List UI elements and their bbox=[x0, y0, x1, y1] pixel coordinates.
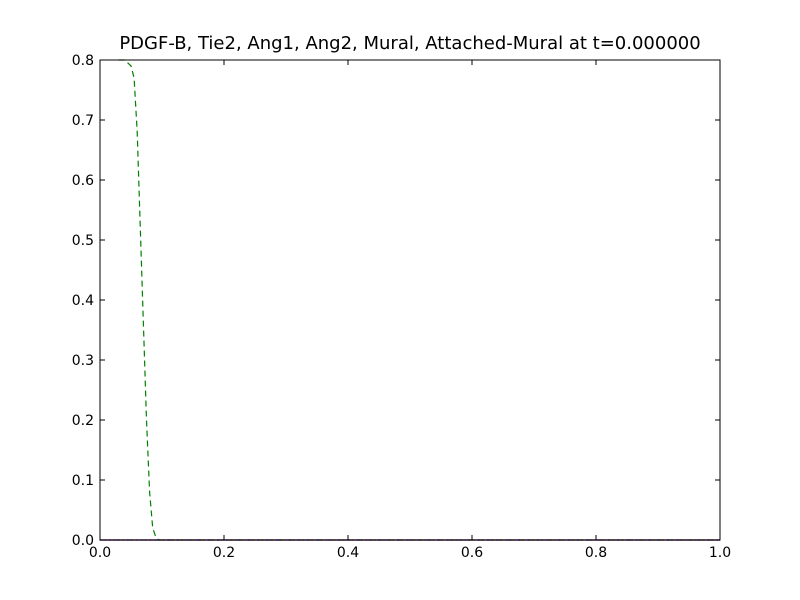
y-tick-label: 0.0 bbox=[72, 533, 94, 549]
x-tick-label: 0.6 bbox=[461, 545, 483, 561]
chart-title: PDGF-B, Tie2, Ang1, Ang2, Mural, Attache… bbox=[119, 33, 700, 54]
y-tick-label: 0.6 bbox=[72, 173, 94, 189]
y-tick-label: 0.5 bbox=[72, 233, 94, 249]
y-tick-label: 0.1 bbox=[72, 473, 94, 489]
ticks-layer: 0.0 0.2 0.4 0.6 0.8 1.0 0.0 0.1 0.2 0.3 0.4 0.5 0.6 0… bbox=[72, 53, 731, 561]
y-tick-label: 0.2 bbox=[72, 413, 94, 429]
plot-area bbox=[100, 59, 720, 541]
y-tick-label: 0.8 bbox=[72, 53, 94, 69]
x-tick-label: 0.4 bbox=[337, 545, 359, 561]
x-tick-label: 0.0 bbox=[89, 545, 111, 561]
x-tick-label: 0.8 bbox=[585, 545, 607, 561]
x-tick-label: 0.2 bbox=[213, 545, 235, 561]
y-tick-label: 0.4 bbox=[72, 293, 94, 309]
y-tick-label: 0.3 bbox=[72, 353, 94, 369]
y-tick-label: 0.7 bbox=[72, 113, 94, 129]
plot-background bbox=[100, 60, 720, 540]
plot-frame bbox=[99, 59, 721, 541]
x-tick-label: 1.0 bbox=[709, 545, 731, 561]
